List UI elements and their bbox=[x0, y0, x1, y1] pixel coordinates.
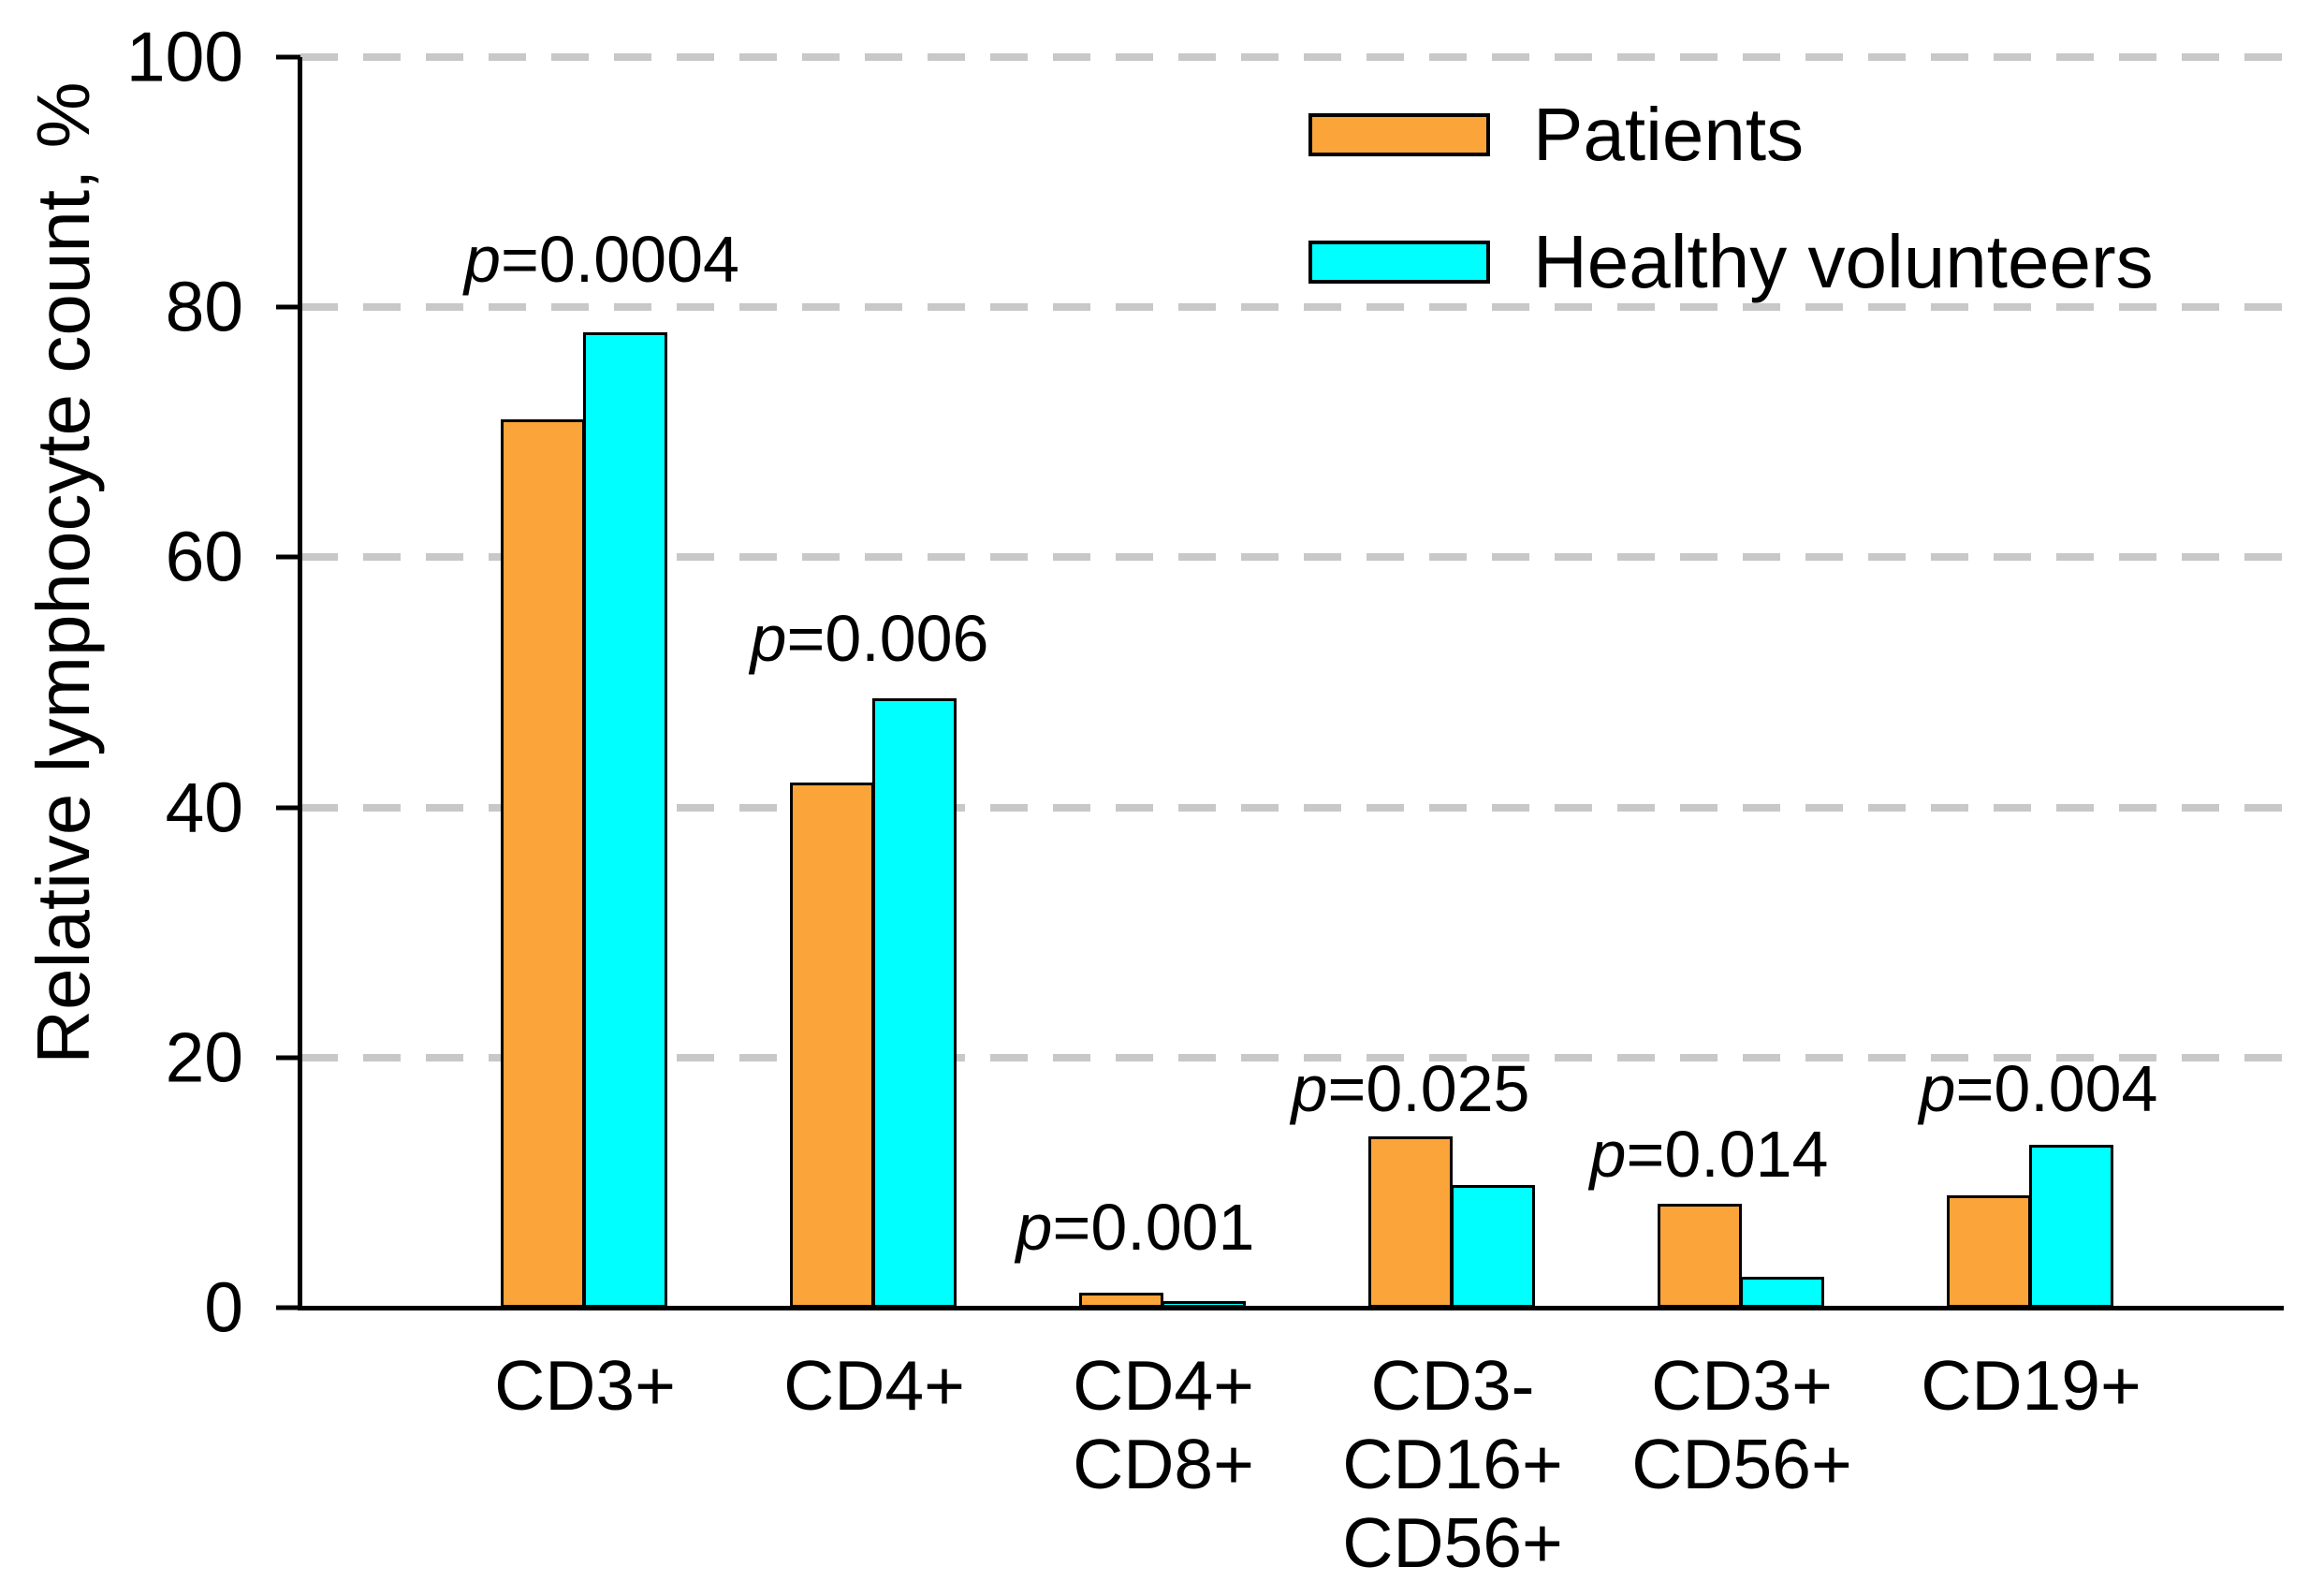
y-tick-label-80: 80 bbox=[165, 267, 243, 346]
y-tick-label-60: 60 bbox=[165, 517, 243, 596]
bar-healthy-volunteers-3 bbox=[1451, 1185, 1535, 1308]
p-value-label-0: p=0.0004 bbox=[464, 223, 739, 297]
gridline-100 bbox=[300, 53, 2284, 61]
gridline-20 bbox=[300, 1053, 2284, 1061]
y-tick-80 bbox=[276, 304, 300, 310]
legend-label-healthy-volunteers: Healthy volunteers bbox=[1533, 220, 2154, 303]
p-value-label-1: p=0.006 bbox=[750, 602, 989, 676]
y-tick-20 bbox=[276, 1055, 300, 1061]
gridline-60 bbox=[300, 553, 2284, 562]
x-category-label-1: CD4+ bbox=[783, 1346, 965, 1425]
x-category-label-3: CD3- CD16+ CD56+ bbox=[1342, 1346, 1563, 1581]
p-value-label-2: p=0.001 bbox=[1016, 1191, 1255, 1265]
legend-swatch-healthy-volunteers-icon bbox=[1308, 241, 1490, 284]
bar-patients-5 bbox=[1947, 1194, 2031, 1308]
x-axis-line bbox=[298, 1306, 2284, 1310]
y-tick-100 bbox=[276, 54, 300, 60]
y-axis-line bbox=[298, 57, 302, 1310]
bar-healthy-volunteers-5 bbox=[2029, 1145, 2113, 1308]
y-tick-0 bbox=[276, 1305, 300, 1310]
bar-healthy-volunteers-4 bbox=[1740, 1276, 1824, 1308]
legend-item-healthy-volunteers: Healthy volunteers bbox=[1308, 225, 2154, 300]
p-value-label-5: p=0.004 bbox=[1919, 1052, 2158, 1126]
gridline-80 bbox=[300, 303, 2284, 312]
bar-patients-4 bbox=[1658, 1204, 1742, 1308]
p-value-label-4: p=0.014 bbox=[1589, 1117, 1829, 1191]
legend: Patients Healthy volunteers bbox=[1308, 97, 2154, 352]
legend-swatch-patients-icon bbox=[1308, 113, 1490, 156]
bar-patients-1 bbox=[790, 782, 874, 1308]
legend-item-patients: Patients bbox=[1308, 97, 2154, 172]
y-tick-label-20: 20 bbox=[165, 1017, 243, 1097]
gridline-40 bbox=[300, 803, 2284, 812]
p-value-label-3: p=0.025 bbox=[1291, 1052, 1530, 1126]
y-tick-60 bbox=[276, 554, 300, 560]
x-category-label-4: CD3+ CD56+ bbox=[1631, 1346, 1852, 1503]
x-category-label-5: CD19+ bbox=[1921, 1346, 2141, 1425]
bar-patients-0 bbox=[501, 419, 585, 1308]
legend-label-patients: Patients bbox=[1533, 93, 1805, 176]
bar-healthy-volunteers-0 bbox=[583, 331, 667, 1308]
y-tick-40 bbox=[276, 805, 300, 811]
y-tick-label-0: 0 bbox=[204, 1267, 243, 1347]
y-tick-label-40: 40 bbox=[165, 768, 243, 847]
x-category-label-2: CD4+ CD8+ bbox=[1073, 1346, 1254, 1503]
y-tick-label-100: 100 bbox=[125, 17, 243, 96]
bar-healthy-volunteers-1 bbox=[872, 698, 957, 1308]
bar-patients-3 bbox=[1368, 1135, 1453, 1308]
plot-area: p=0.0004 p=0.006 p=0.001 p=0.025 p=0.014 p=0.… bbox=[276, 53, 2284, 1310]
x-category-label-0: CD3+ bbox=[494, 1346, 676, 1425]
